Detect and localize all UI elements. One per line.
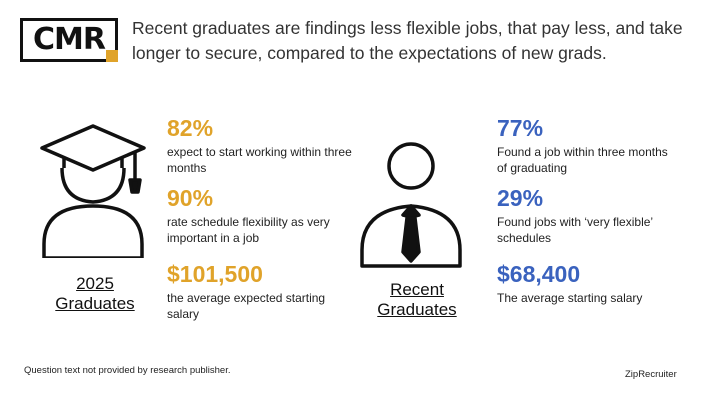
stat-description: Found jobs with ‘very flexible’ schedule…	[497, 215, 653, 245]
stat-value: 77%	[497, 115, 544, 141]
stat-value: 29%	[497, 185, 544, 211]
stat-value: 82%	[167, 115, 214, 141]
stat-value: 90%	[167, 185, 214, 211]
logo-text: CMR	[33, 22, 106, 57]
source-credit: ZipRecruiter	[625, 369, 677, 380]
stat-value: $68,400	[497, 261, 581, 287]
cmr-logo: CMR	[20, 18, 118, 62]
stat-flexibility: 90% rate schedule flexibility as very im…	[167, 186, 352, 246]
caption-line2: Graduates	[377, 300, 457, 319]
stat-description: rate schedule flexibility as very import…	[167, 215, 330, 245]
recent-graduates-caption: Recent Graduates	[357, 280, 477, 320]
stat-description: Found a job within three months of gradu…	[497, 145, 668, 175]
graduate-icon	[40, 124, 146, 258]
stat-description: the average expected starting salary	[167, 291, 326, 321]
stat-expect-work: 82% expect to start working within three…	[167, 116, 352, 176]
caption-line1: Recent	[390, 280, 444, 299]
caption-line1: 2025	[76, 274, 114, 293]
footnote: Question text not provided by research p…	[24, 365, 231, 376]
stat-value: $101,500	[167, 261, 263, 287]
graduates-2025-caption: 2025 Graduates	[40, 274, 150, 314]
headline: Recent graduates are findings less flexi…	[132, 18, 683, 63]
businessman-icon	[360, 142, 462, 268]
stat-expected-salary: $101,500 the average expected starting s…	[167, 262, 352, 322]
stat-description: The average starting salary	[497, 291, 643, 305]
caption-line2: Graduates	[55, 294, 135, 313]
stat-description: expect to start working within three mon…	[167, 145, 352, 175]
logo-accent	[106, 50, 118, 62]
stat-flexible-jobs: 29% Found jobs with ‘very flexible’ sche…	[497, 186, 677, 246]
stat-found-job: 77% Found a job within three months of g…	[497, 116, 677, 176]
stat-actual-salary: $68,400 The average starting salary	[497, 262, 677, 306]
